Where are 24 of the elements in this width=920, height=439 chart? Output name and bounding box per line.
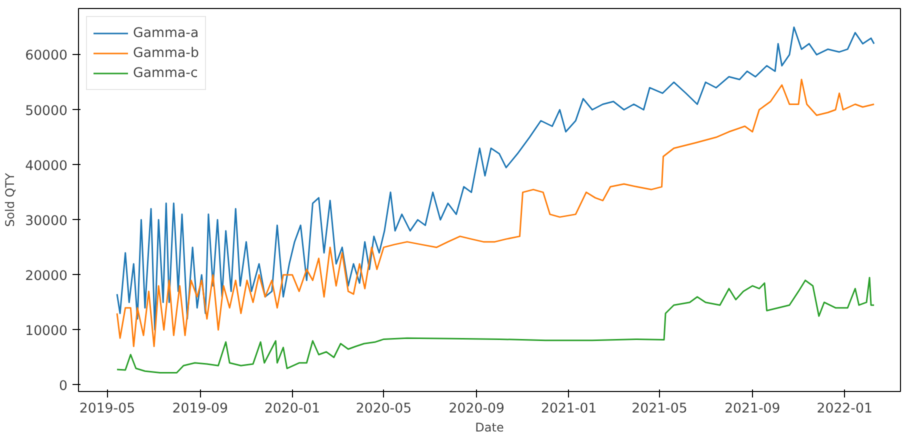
x-tick-label: 2020-09 xyxy=(448,402,505,416)
y-tick-label: 40000 xyxy=(25,158,68,174)
y-tick-label: 50000 xyxy=(25,104,68,119)
x-axis-title: Date xyxy=(475,420,504,434)
line-series xyxy=(116,276,875,374)
y-tick-label: 0 xyxy=(59,378,68,394)
line-series xyxy=(116,26,875,331)
x-tick-label: 2022-01 xyxy=(816,402,872,416)
line-series xyxy=(116,78,875,348)
x-tick-label: 2021-01 xyxy=(540,402,597,416)
legend-label: Gamma-b xyxy=(133,46,199,60)
x-tick-label: 2019-05 xyxy=(79,402,136,416)
legend-label: Gamma-c xyxy=(133,66,198,80)
x-tick-label: 2021-09 xyxy=(724,402,780,416)
y-tick-label: 30000 xyxy=(25,214,68,229)
y-tick-label: 20000 xyxy=(25,268,68,284)
legend-label: Gamma-a xyxy=(133,26,199,40)
x-tick-label: 2019-09 xyxy=(172,402,228,416)
y-axis-title: Sold QTY xyxy=(3,172,18,227)
x-tick-label: 2021-05 xyxy=(632,402,688,416)
x-tick-label: 2020-05 xyxy=(356,402,412,416)
x-tick-label: 2020-01 xyxy=(264,402,320,416)
y-tick-label: 60000 xyxy=(25,48,68,64)
y-tick-label: 10000 xyxy=(25,324,68,339)
